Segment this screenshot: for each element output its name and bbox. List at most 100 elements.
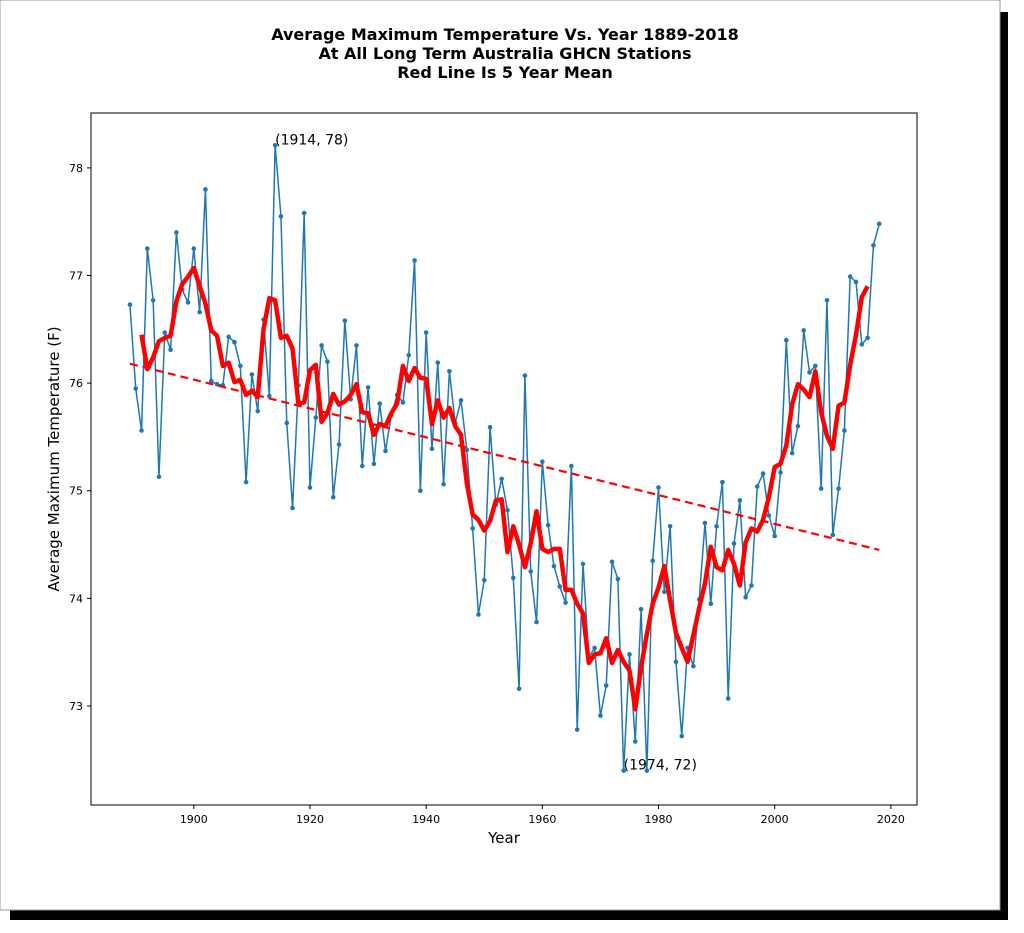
point [836, 486, 841, 491]
point [423, 330, 429, 335]
point [267, 393, 272, 399]
x-tick-label: 2020 [877, 813, 905, 826]
point [237, 363, 243, 369]
y-tick-label: 77 [69, 270, 83, 283]
point [313, 415, 319, 420]
point [150, 297, 156, 303]
point [232, 339, 237, 345]
point [203, 187, 208, 192]
point [284, 420, 290, 426]
point [842, 428, 847, 433]
point [615, 576, 621, 582]
point [330, 494, 336, 500]
point [824, 297, 830, 303]
series-line [129, 362, 880, 552]
point [778, 470, 783, 475]
point [592, 645, 597, 651]
annotation: (1914, 78) [275, 132, 348, 148]
point [720, 479, 725, 485]
point [743, 594, 748, 600]
point [139, 428, 144, 433]
point [545, 522, 551, 528]
point [307, 485, 313, 490]
y-tick-label: 75 [69, 485, 83, 498]
point [662, 589, 667, 595]
point [847, 274, 853, 279]
point [522, 373, 528, 378]
point [632, 739, 638, 744]
point [412, 258, 417, 263]
point [174, 230, 179, 235]
point [290, 505, 295, 511]
point [551, 563, 557, 569]
point [371, 461, 377, 467]
point [470, 526, 475, 531]
point [429, 446, 435, 452]
point [784, 337, 789, 343]
point [702, 520, 708, 526]
point [818, 486, 824, 491]
point [406, 352, 412, 358]
chart-title: Average Maximum Temperature Vs. Year 188… [271, 25, 739, 44]
point [801, 328, 807, 333]
point [580, 561, 586, 567]
point [243, 479, 249, 485]
point [789, 450, 795, 456]
point [650, 558, 656, 564]
point [441, 481, 446, 487]
point [621, 768, 626, 773]
point [603, 683, 609, 688]
point [447, 368, 452, 374]
point [853, 279, 859, 285]
point [383, 448, 388, 454]
point [458, 398, 464, 403]
point [127, 302, 133, 307]
point [807, 370, 812, 375]
point [725, 696, 731, 701]
point [749, 583, 754, 588]
point [795, 423, 801, 429]
point [574, 727, 580, 732]
point [464, 447, 470, 453]
point [563, 600, 568, 605]
point [813, 363, 818, 369]
point [737, 498, 743, 503]
point [760, 471, 766, 476]
point [354, 343, 359, 348]
y-tick-label: 74 [69, 592, 83, 605]
point [301, 210, 307, 216]
annotation: (1974, 72) [624, 758, 697, 774]
point [540, 459, 545, 464]
point [708, 601, 714, 607]
point [377, 401, 382, 406]
point [168, 347, 173, 353]
point [197, 309, 202, 315]
y-tick-label: 76 [69, 377, 83, 390]
point [342, 318, 348, 324]
point [487, 424, 493, 430]
point [609, 559, 615, 565]
point [481, 577, 487, 583]
point [162, 330, 168, 335]
point [714, 523, 719, 529]
y-axis-label: Average Maximum Temperature (F) [45, 326, 63, 591]
point [638, 606, 644, 612]
point [278, 214, 284, 219]
point [208, 378, 214, 384]
point [766, 513, 772, 518]
point [557, 584, 563, 589]
x-tick-label: 1980 [645, 813, 673, 826]
point [214, 381, 220, 387]
point [569, 463, 574, 469]
point [505, 507, 510, 513]
point [644, 768, 650, 773]
x-tick-label: 1920 [296, 813, 324, 826]
point [435, 360, 441, 365]
chart-title: At All Long Term Australia GHCN Stations [318, 44, 691, 63]
x-tick-label: 1940 [412, 813, 440, 826]
point [418, 488, 423, 494]
point [871, 243, 876, 248]
point [667, 523, 673, 529]
y-tick-label: 78 [69, 162, 83, 175]
